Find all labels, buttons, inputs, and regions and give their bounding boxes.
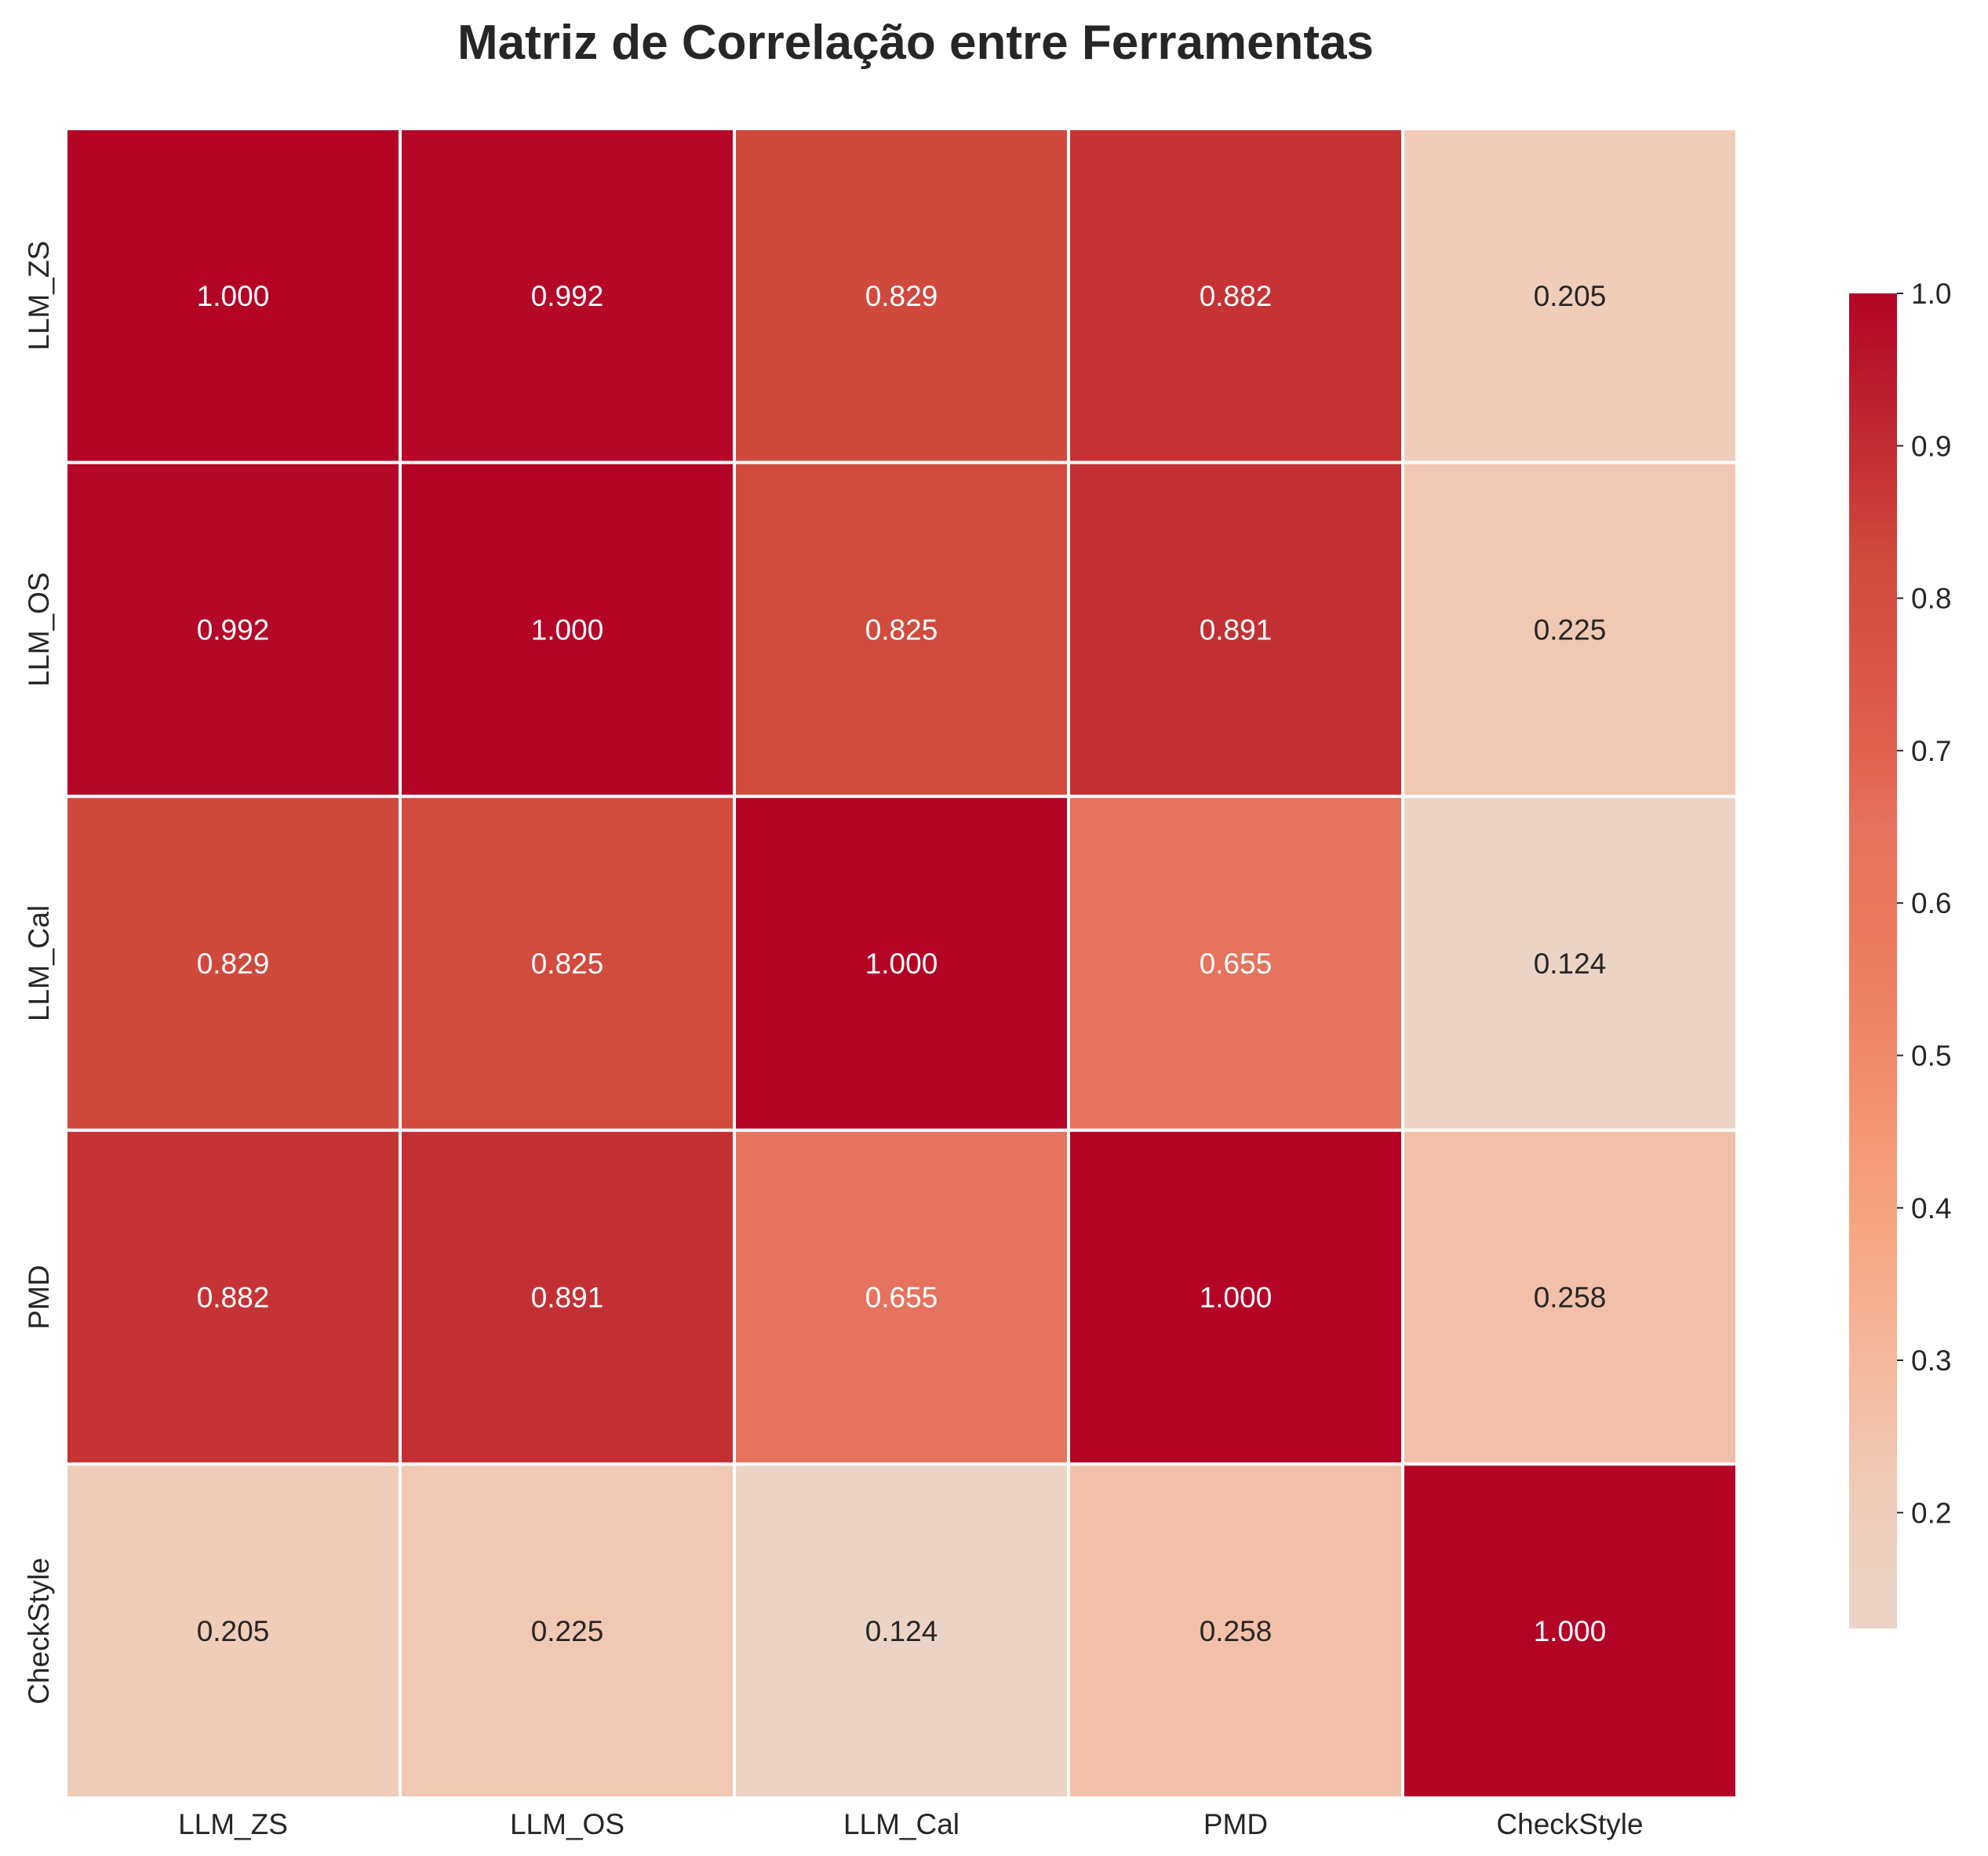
y-tick-label: LLM_OS — [23, 572, 55, 686]
heatmap-cell — [1067, 127, 1404, 464]
cell-value-label: 0.882 — [197, 1282, 270, 1314]
cell-value-label: 0.882 — [1200, 280, 1273, 312]
x-tick-label: LLM_ZS — [178, 1808, 288, 1840]
cell-value-label: 0.205 — [1534, 280, 1607, 312]
cell-value-label: 0.124 — [1534, 948, 1607, 980]
colorbar-tick-label: 0.4 — [1911, 1192, 1951, 1225]
heatmap-cell — [733, 127, 1070, 464]
colorbar-tick-label: 0.5 — [1911, 1039, 1951, 1072]
heatmap-cell — [399, 127, 736, 464]
heatmap-cell — [1401, 460, 1739, 799]
cell-value-label: 0.655 — [865, 1282, 938, 1314]
colorbar-tick-label: 0.7 — [1911, 735, 1951, 767]
chart-title: Matriz de Correlação entre Ferramentas — [457, 16, 1374, 70]
colorbar-tick-label: 1.0 — [1911, 278, 1951, 310]
x-tick-label: CheckStyle — [1496, 1808, 1643, 1840]
heatmap-cell — [733, 1462, 1070, 1800]
colorbar-tick-label: 0.6 — [1911, 887, 1951, 919]
cell-value-label: 0.891 — [1200, 613, 1273, 646]
cell-value-label: 0.825 — [865, 613, 938, 646]
heatmap-cell — [1401, 127, 1739, 464]
cell-value-label: 1.000 — [1534, 1615, 1607, 1647]
x-tick-label: LLM_Cal — [843, 1808, 959, 1840]
heatmap-cells: 1.000 0.992 0.829 0.882 0.205 0.992 1.000 0.825… — [64, 127, 1739, 1800]
cell-value-label: 0.992 — [197, 613, 270, 646]
cell-value-label: 0.655 — [1200, 948, 1273, 980]
heatmap-cell — [733, 795, 1070, 1132]
x-tick-label: PMD — [1203, 1808, 1268, 1840]
cell-value-label: 0.891 — [531, 1282, 604, 1314]
cell-value-label: 0.825 — [531, 948, 604, 980]
heatmap-cell — [399, 795, 736, 1132]
y-tick-label: CheckStyle — [23, 1558, 55, 1705]
colorbar-gradient — [1849, 293, 1897, 1629]
cell-value-label: 1.000 — [865, 948, 938, 980]
cell-value-label: 0.258 — [1534, 1282, 1607, 1314]
heatmap-cell — [733, 1128, 1070, 1466]
cell-value-label: 1.000 — [1200, 1282, 1273, 1314]
colorbar: 1.0 0.9 0.8 0.7 0.6 0.5 0.4 0.3 0.2 — [1849, 278, 1951, 1629]
colorbar-tick-label: 0.8 — [1911, 583, 1951, 615]
y-tick-label: LLM_Cal — [23, 905, 55, 1021]
cell-value-label: 1.000 — [197, 280, 270, 312]
y-tick-label: PMD — [23, 1265, 55, 1329]
x-tick-label: LLM_OS — [510, 1808, 624, 1840]
heatmap-cell — [64, 1128, 402, 1466]
heatmap-cell — [64, 127, 402, 464]
cell-value-label: 0.258 — [1200, 1615, 1273, 1647]
cell-value-label: 1.000 — [531, 613, 604, 646]
heatmap-cell — [1401, 1128, 1739, 1466]
cell-value-label: 0.829 — [197, 948, 270, 980]
cell-value-label: 0.829 — [865, 280, 938, 312]
y-tick-label: LLM_ZS — [23, 241, 55, 351]
heatmap-cell — [1067, 795, 1404, 1132]
heatmap-cell — [64, 1462, 402, 1800]
heatmap-cell — [1401, 1462, 1739, 1800]
colorbar-tick-label: 0.9 — [1911, 430, 1951, 462]
cell-value-label: 0.225 — [531, 1615, 604, 1647]
cell-value-label: 0.205 — [197, 1615, 270, 1647]
heatmap-cell — [399, 1128, 736, 1466]
cell-value-label: 0.225 — [1534, 613, 1607, 646]
heatmap-cell — [733, 460, 1070, 799]
heatmap-cell — [1401, 795, 1739, 1132]
heatmap-cell — [1067, 1128, 1404, 1466]
colorbar-tick-label: 0.2 — [1911, 1497, 1951, 1529]
heatmap-cell — [399, 1462, 736, 1800]
y-axis-tick-labels: LLM_ZS LLM_OS LLM_Cal PMD CheckStyle — [23, 241, 55, 1705]
colorbar-tick-label: 0.3 — [1911, 1345, 1951, 1377]
cell-value-label: 0.124 — [865, 1615, 938, 1647]
cell-value-label: 0.992 — [531, 280, 604, 312]
heatmap-cell — [64, 460, 402, 799]
x-axis-tick-labels: LLM_ZS LLM_OS LLM_Cal PMD CheckStyle — [178, 1808, 1643, 1840]
